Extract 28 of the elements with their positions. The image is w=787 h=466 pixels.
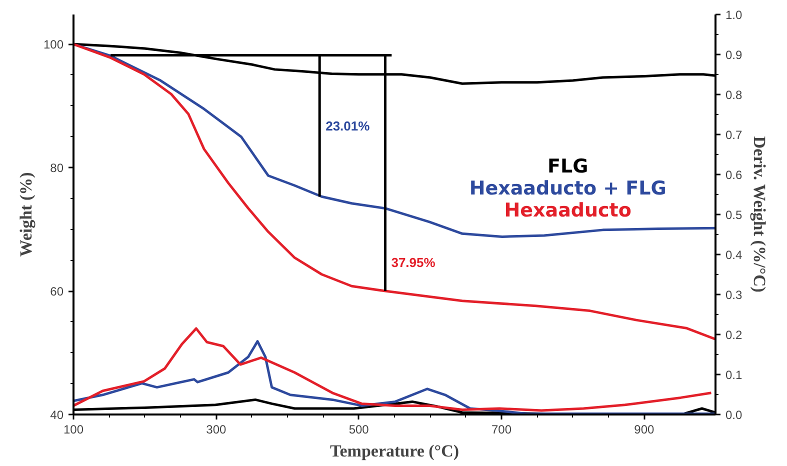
y2-tick-label: 0.3 — [726, 288, 743, 302]
annotation: 23.01% — [326, 118, 370, 134]
y2-axis-title: Deriv. Weight (%/°C) — [750, 136, 770, 292]
y-axis-title: Weight (%) — [16, 172, 36, 257]
x-tick-label: 500 — [348, 422, 370, 436]
y-tick-label: 60 — [50, 284, 64, 299]
y-tick-label: 80 — [50, 161, 64, 176]
y2-tick-label: 0.9 — [726, 48, 743, 62]
series-label: Hexaaducto + FLG — [469, 178, 666, 200]
y2-tick-label: 0.4 — [726, 248, 743, 262]
y2-tick-label: 0.0 — [726, 408, 743, 422]
x-tick-label: 300 — [206, 422, 227, 436]
y2-tick-label: 0.1 — [726, 368, 743, 382]
y2-tick-label: 1.0 — [726, 8, 743, 22]
text: Hexaaducto — [504, 200, 632, 222]
y2-tick-label: 0.5 — [726, 208, 743, 222]
text: FLG — [548, 156, 588, 178]
y2-tick-label: 0.7 — [726, 128, 743, 142]
annotation: 37.95% — [391, 255, 436, 270]
y2-tick-label: 0.2 — [726, 328, 743, 342]
y-tick-label: 100 — [43, 38, 64, 52]
y2-tick-label: 0.6 — [726, 168, 743, 182]
x-tick-label: 100 — [63, 422, 84, 436]
x-axis-title: Temperature (°C) — [330, 442, 460, 460]
y2-tick-label: 0.8 — [726, 88, 743, 102]
x-tick-label: 700 — [491, 422, 512, 436]
y-tick-label: 40 — [50, 408, 64, 422]
x-tick-label: 900 — [634, 422, 655, 436]
